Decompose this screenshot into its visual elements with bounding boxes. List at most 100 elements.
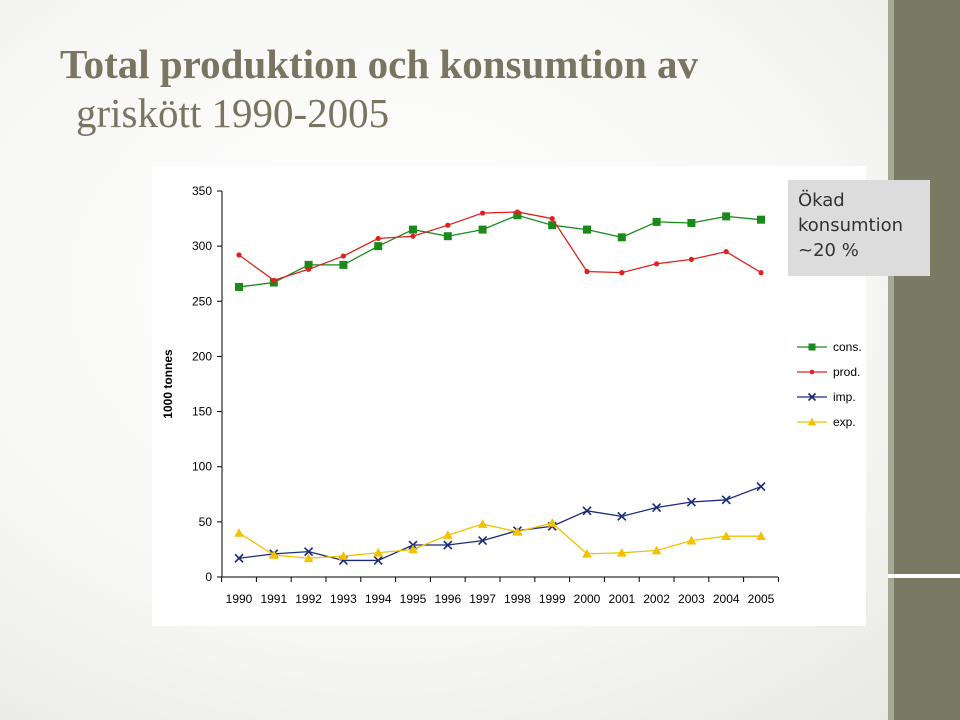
data-point-cons (443, 232, 452, 241)
data-point-exp (373, 547, 383, 557)
data-point-prod (410, 233, 416, 239)
data-point-exp (756, 531, 766, 541)
data-point-exp (512, 526, 523, 536)
data-point-prod (619, 270, 625, 276)
data-point-exp (547, 518, 557, 527)
x-tick-label: 1998 (504, 592, 531, 606)
x-tick-label: 2000 (574, 592, 601, 606)
data-point-cons (548, 221, 557, 230)
data-point-imp (756, 482, 766, 492)
y-axis-label: 1000 tonnes (161, 349, 175, 419)
series-line-cons (238, 214, 762, 288)
y-tick-label: 150 (192, 405, 212, 419)
data-point-cons (583, 225, 591, 234)
x-tick-label: 1995 (400, 592, 427, 606)
x-tick-label: 2003 (678, 592, 705, 606)
data-point-imp (652, 502, 662, 513)
callout-line-1: Ökad (798, 190, 845, 211)
y-tick-label: 200 (192, 349, 212, 363)
data-point-imp (234, 553, 244, 563)
data-point-exp (443, 530, 453, 539)
x-tick-label: 1991 (260, 592, 287, 606)
data-point-cons (374, 242, 383, 251)
y-tick-label: 250 (192, 294, 212, 308)
data-point-prod (236, 252, 242, 258)
data-point-cons (757, 215, 765, 224)
slide-title-line-2: griskött 1990-2005 (76, 90, 390, 136)
x-tick-label: 1999 (539, 592, 566, 606)
data-point-exp (269, 550, 279, 559)
callout-line-3: ~20 % (798, 240, 859, 261)
legend-label-exp: exp. (833, 415, 856, 429)
data-point-cons (235, 282, 243, 291)
callout-box: Ökad konsumtion ~20 % (788, 180, 930, 276)
data-point-exp (686, 535, 697, 545)
data-point-exp (234, 528, 244, 537)
data-point-cons (617, 233, 626, 242)
data-point-prod (306, 266, 312, 272)
y-tick-label: 350 (192, 184, 212, 198)
data-point-exp (651, 545, 662, 555)
data-point-exp (617, 547, 627, 557)
legend-marker-cons (808, 343, 816, 351)
data-point-imp (304, 547, 314, 557)
legend-marker-imp (807, 392, 817, 402)
legend-marker-exp (807, 417, 817, 426)
data-point-imp (617, 511, 627, 521)
data-point-cons (409, 225, 417, 234)
data-point-cons (722, 212, 731, 221)
x-tick-label: 1992 (295, 592, 322, 606)
line-chart: 0 50 100 150 200 250 300 350 1990 1991 1992 1993 199… (161, 184, 862, 606)
data-point-cons (339, 260, 348, 269)
callout-line-2: konsumtion (798, 215, 904, 236)
data-point-imp (443, 540, 453, 550)
data-point-exp (582, 549, 592, 558)
x-tick-label: 1993 (330, 592, 357, 606)
data-point-prod (688, 256, 695, 262)
slide-title-line-1: Total produktion och konsumtion av (60, 41, 699, 87)
x-tick-label: 2004 (713, 592, 740, 606)
decorative-side-band-edge (888, 0, 894, 720)
x-tick-label: 1996 (434, 592, 461, 606)
data-point-prod (375, 235, 381, 242)
y-tick-label: 100 (192, 460, 212, 474)
data-point-cons (652, 217, 661, 226)
x-tick-label: 2002 (643, 592, 670, 606)
data-point-prod (758, 270, 764, 276)
legend-marker-prod (809, 369, 815, 375)
data-point-exp (338, 551, 349, 560)
y-tick-label: 300 (192, 239, 212, 253)
data-point-exp (477, 519, 488, 528)
data-point-prod (654, 261, 660, 267)
data-point-exp (408, 544, 418, 554)
data-point-prod (445, 222, 451, 228)
series-line-exp (238, 522, 761, 559)
series-line-imp (238, 485, 762, 562)
data-point-cons (478, 225, 487, 234)
x-tick-label: 1990 (226, 592, 253, 606)
x-tick-label: 1997 (469, 592, 496, 606)
slide-title: Total produktion och konsumtion av grisk… (60, 40, 820, 138)
data-point-prod (514, 209, 520, 215)
legend-label-imp: imp. (833, 390, 856, 404)
data-point-imp (478, 536, 488, 546)
data-point-cons (304, 260, 313, 269)
data-point-imp (373, 555, 383, 566)
data-point-prod (549, 215, 555, 222)
legend-label-prod: prod. (833, 365, 860, 379)
y-tick-label: 0 (205, 570, 212, 584)
chart-panel: 0 50 100 150 200 250 300 350 1990 1991 1992 1993 199… (152, 166, 866, 626)
y-tick-label: 50 (199, 515, 213, 529)
decorative-side-band (888, 0, 960, 720)
data-point-exp (303, 553, 314, 563)
x-tick-label: 2001 (608, 592, 635, 606)
data-point-imp (686, 497, 696, 507)
data-point-prod (584, 268, 590, 275)
data-point-exp (721, 531, 731, 541)
data-point-prod (340, 253, 346, 259)
data-point-cons (513, 211, 522, 220)
data-point-imp (721, 495, 731, 505)
series-line-prod (238, 211, 762, 282)
x-tick-label: 1994 (365, 592, 392, 606)
data-point-prod (480, 210, 486, 216)
